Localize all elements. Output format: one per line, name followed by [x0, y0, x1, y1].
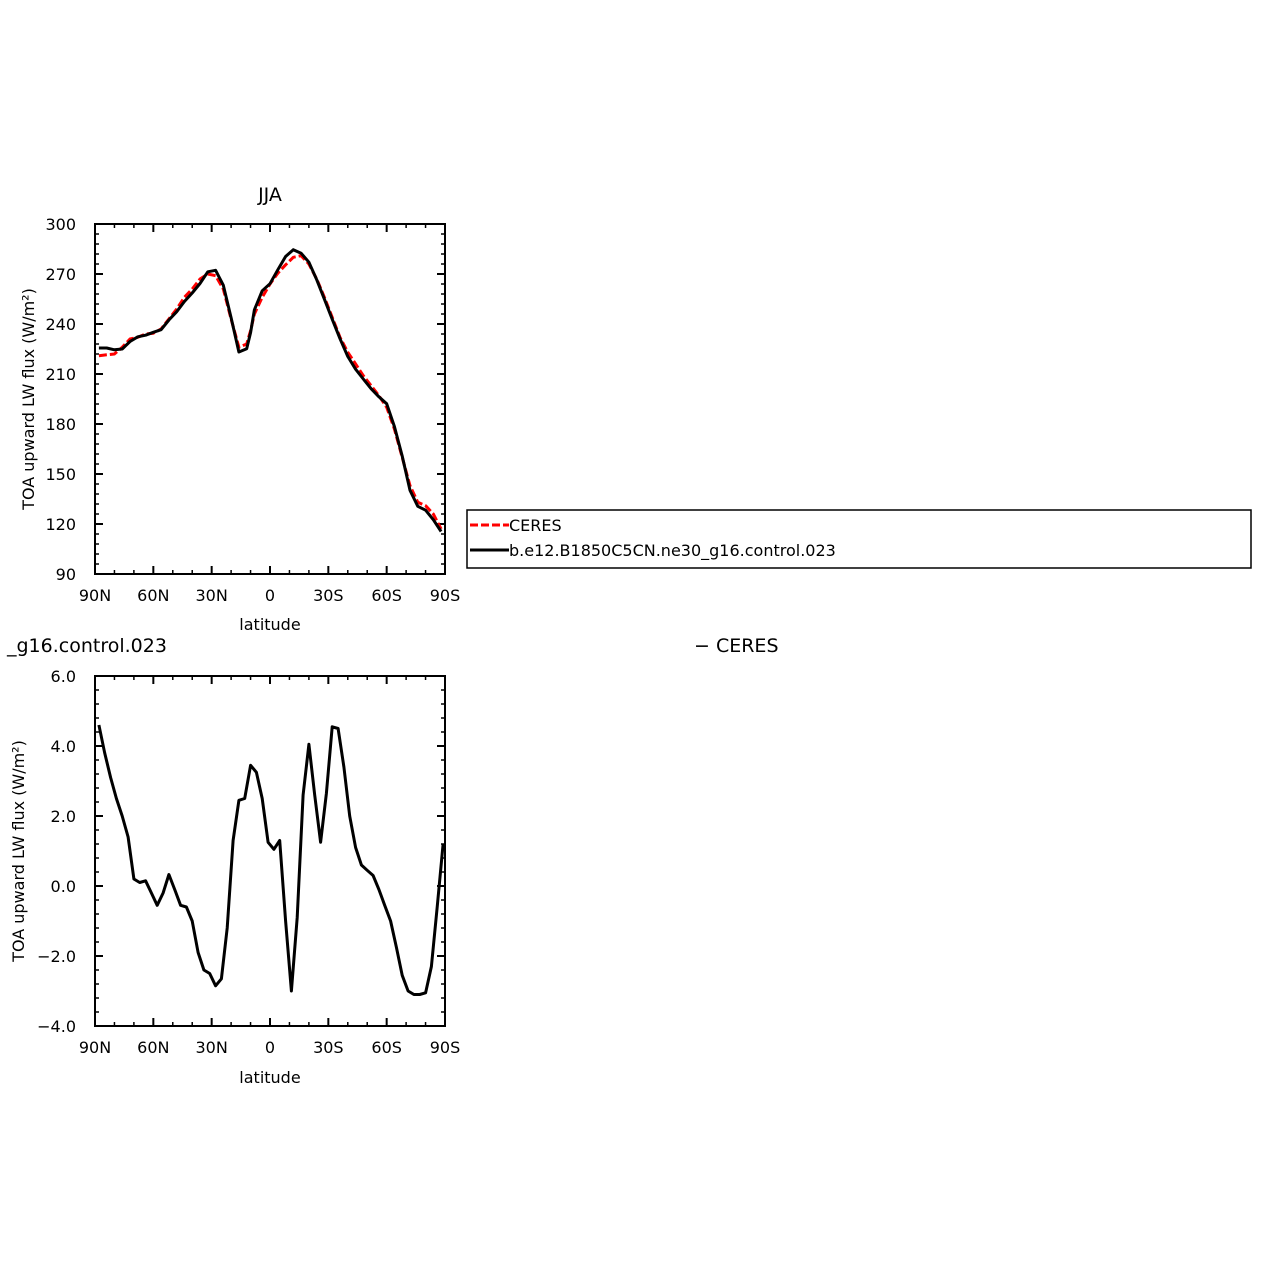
- legend-model-label: b.e12.B1850C5CN.ne30_g16.control.023: [509, 541, 836, 561]
- top-plot-frame: [94, 223, 446, 575]
- bottom-x-tick-label: 90N: [79, 1038, 111, 1057]
- legend: CERES b.e12.B1850C5CN.ne30_g16.control.0…: [466, 509, 1252, 569]
- top-x-tick-label: 60S: [371, 586, 402, 605]
- top-y-tick-label: 120: [45, 515, 76, 534]
- bottom-x-axis-label: latitude: [239, 1068, 300, 1087]
- bottom-y-tick-label: 0.0: [51, 877, 76, 896]
- top-x-tick-label: 90S: [430, 586, 461, 605]
- bottom-y-tick-label: 2.0: [51, 807, 76, 826]
- bottom-y-axis-label: TOA upward LW flux (W/m²): [9, 740, 28, 963]
- top-x-axis-label: latitude: [239, 615, 300, 634]
- top-y-tick-label: 150: [45, 465, 76, 484]
- top-ticks: 90N 60N 30N 0 30S 60S 90S 90 120 150 180 210 240 270 3…: [45, 215, 460, 605]
- bottom-series-line-0: [97, 724, 445, 996]
- top-series-line-0: [98, 254, 443, 530]
- top-y-tick-label: 210: [45, 365, 76, 384]
- bottom-chart-title-left: _g16.control.023: [6, 635, 167, 657]
- legend-frame: [466, 509, 1252, 569]
- top-y-tick-label: 90: [56, 565, 76, 584]
- top-x-tick-label: 90N: [79, 586, 111, 605]
- top-y-tick-label: 270: [45, 265, 76, 284]
- bottom-ticks: 90N 60N 30N 0 30S 60S 90S −4.0 −2.0 0.0 2.0 4.0 6.0: [37, 667, 460, 1057]
- bottom-plot-frame: [94, 675, 446, 1027]
- top-chart-title: JJA: [257, 184, 282, 206]
- legend-ceres-label: CERES: [509, 516, 562, 535]
- bottom-x-tick-label: 30N: [196, 1038, 228, 1057]
- top-y-axis-label: TOA upward LW flux (W/m²): [19, 288, 38, 511]
- bottom-x-tick-label: 0: [265, 1038, 275, 1057]
- bottom-x-tick-label: 90S: [430, 1038, 461, 1057]
- bottom-y-tick-label: 4.0: [51, 737, 76, 756]
- top-y-tick-label: 240: [45, 315, 76, 334]
- bottom-panel: _g16.control.023 − CERES TOA upward LW f…: [6, 635, 779, 1087]
- top-x-tick-label: 30N: [196, 586, 228, 605]
- top-x-tick-label: 0: [265, 586, 275, 605]
- top-y-tick-label: 180: [45, 415, 76, 434]
- bottom-chart-title-right: − CERES: [694, 635, 779, 657]
- top-x-tick-label: 30S: [313, 586, 344, 605]
- bottom-x-tick-label: 60S: [371, 1038, 402, 1057]
- bottom-y-tick-label: 6.0: [51, 667, 76, 686]
- bottom-x-tick-label: 30S: [313, 1038, 344, 1057]
- bottom-x-tick-label: 60N: [137, 1038, 169, 1057]
- bottom-series: [97, 724, 445, 996]
- bottom-y-tick-label: −2.0: [37, 947, 76, 966]
- top-series: [98, 248, 443, 533]
- top-panel: JJA TOA upward LW flux (W/m²) latitude 9…: [19, 184, 460, 634]
- top-x-tick-label: 60N: [137, 586, 169, 605]
- top-y-tick-label: 300: [45, 215, 76, 234]
- bottom-y-tick-label: −4.0: [37, 1017, 76, 1036]
- top-series-line-1: [98, 248, 443, 533]
